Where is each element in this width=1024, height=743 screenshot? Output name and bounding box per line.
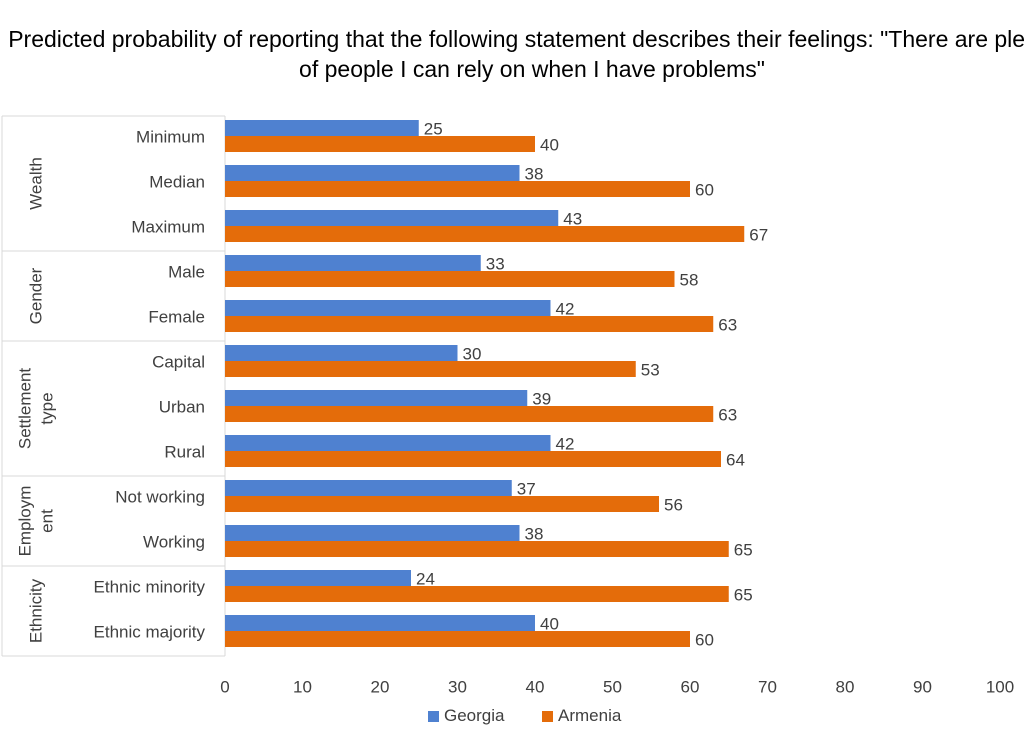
x-tick-label: 30 bbox=[448, 678, 467, 697]
data-label-georgia-capital: 30 bbox=[463, 345, 482, 364]
x-tick-label: 60 bbox=[681, 678, 700, 697]
data-label-armenia-male: 58 bbox=[680, 271, 699, 290]
data-label-armenia-ethnic-minority: 65 bbox=[734, 586, 753, 605]
category-label-urban: Urban bbox=[159, 398, 205, 417]
bar-armenia-median bbox=[225, 181, 690, 197]
x-tick-label: 10 bbox=[293, 678, 312, 697]
data-label-georgia-not-working: 37 bbox=[517, 480, 536, 499]
bar-georgia-rural bbox=[225, 435, 551, 451]
x-tick-label: 20 bbox=[371, 678, 390, 697]
bar-armenia-ethnic-minority bbox=[225, 586, 729, 602]
legend-label-armenia: Armenia bbox=[558, 706, 622, 725]
data-label-georgia-ethnic-minority: 24 bbox=[416, 570, 435, 589]
x-tick-label: 70 bbox=[758, 678, 777, 697]
legend: Georgia Armenia bbox=[0, 706, 1024, 730]
category-label-minimum: Minimum bbox=[136, 128, 205, 147]
bar-georgia-male bbox=[225, 255, 481, 271]
bar-armenia-rural bbox=[225, 451, 721, 467]
category-label-not-working: Not working bbox=[115, 488, 205, 507]
bar-armenia-minimum bbox=[225, 136, 535, 152]
legend-label-georgia: Georgia bbox=[444, 706, 505, 725]
data-label-armenia-median: 60 bbox=[695, 181, 714, 200]
x-tick-label: 50 bbox=[603, 678, 622, 697]
data-label-armenia-minimum: 40 bbox=[540, 136, 559, 155]
bar-georgia-capital bbox=[225, 345, 458, 361]
category-label-ethnic-majority: Ethnic majority bbox=[94, 623, 206, 642]
data-label-armenia-maximum: 67 bbox=[749, 226, 768, 245]
bar-armenia-male bbox=[225, 271, 675, 287]
data-label-georgia-maximum: 43 bbox=[563, 210, 582, 229]
bar-georgia-urban bbox=[225, 390, 528, 406]
category-label-rural: Rural bbox=[164, 443, 205, 462]
bar-georgia-median bbox=[225, 165, 520, 181]
bar-georgia-maximum bbox=[225, 210, 559, 226]
data-label-armenia-female: 63 bbox=[718, 316, 737, 335]
data-label-georgia-urban: 39 bbox=[532, 390, 551, 409]
category-label-ethnic-minority: Ethnic minority bbox=[94, 578, 206, 597]
legend-swatch-armenia bbox=[542, 710, 553, 722]
data-label-armenia-not-working: 56 bbox=[664, 496, 683, 515]
bar-armenia-working bbox=[225, 541, 729, 557]
bar-georgia-working bbox=[225, 525, 520, 541]
bar-georgia-not-working bbox=[225, 480, 512, 496]
data-label-georgia-median: 38 bbox=[525, 165, 544, 184]
x-tick-label: 0 bbox=[220, 678, 229, 697]
data-label-georgia-working: 38 bbox=[525, 525, 544, 544]
x-tick-label: 100 bbox=[986, 678, 1014, 697]
category-label-male: Male bbox=[168, 263, 205, 282]
bar-georgia-minimum bbox=[225, 120, 419, 136]
data-label-armenia-rural: 64 bbox=[726, 451, 745, 470]
category-label-maximum: Maximum bbox=[131, 218, 205, 237]
chart-title: Predicted probability of reporting that … bbox=[8, 26, 1024, 82]
bar-armenia-not-working bbox=[225, 496, 659, 512]
data-label-armenia-ethnic-majority: 60 bbox=[695, 631, 714, 650]
data-label-georgia-minimum: 25 bbox=[424, 120, 443, 139]
data-label-georgia-male: 33 bbox=[486, 255, 505, 274]
group-label-ethnicity: Ethnicity bbox=[27, 578, 46, 643]
legend-swatch-georgia bbox=[428, 710, 439, 722]
data-label-armenia-capital: 53 bbox=[641, 361, 660, 380]
bar-georgia-ethnic-minority bbox=[225, 570, 411, 586]
x-tick-label: 80 bbox=[836, 678, 855, 697]
x-tick-label: 40 bbox=[526, 678, 545, 697]
x-tick-label: 90 bbox=[913, 678, 932, 697]
legend-item-armenia: Armenia bbox=[542, 706, 621, 726]
group-label-gender: Gender bbox=[27, 267, 46, 324]
group-label-settlement-type: Settlement bbox=[16, 368, 35, 450]
data-label-georgia-ethnic-majority: 40 bbox=[540, 615, 559, 634]
bar-armenia-maximum bbox=[225, 226, 745, 242]
bar-armenia-urban bbox=[225, 406, 714, 422]
data-label-armenia-working: 65 bbox=[734, 541, 753, 560]
category-label-median: Median bbox=[149, 173, 205, 192]
group-label-employm-ent: ent bbox=[38, 509, 57, 533]
group-label-wealth: Wealth bbox=[27, 157, 46, 210]
category-label-capital: Capital bbox=[152, 353, 205, 372]
bar-armenia-ethnic-majority bbox=[225, 631, 690, 647]
category-label-working: Working bbox=[143, 533, 205, 552]
bar-georgia-female bbox=[225, 300, 551, 316]
bar-georgia-ethnic-majority bbox=[225, 615, 535, 631]
group-label-settlement-type: type bbox=[38, 392, 57, 424]
data-label-armenia-urban: 63 bbox=[718, 406, 737, 425]
group-label-employm-ent: Employm bbox=[16, 486, 35, 557]
bar-armenia-capital bbox=[225, 361, 636, 377]
category-label-female: Female bbox=[148, 308, 205, 327]
data-label-georgia-rural: 42 bbox=[556, 435, 575, 454]
data-label-georgia-female: 42 bbox=[556, 300, 575, 319]
bar-armenia-female bbox=[225, 316, 714, 332]
legend-item-georgia: Georgia bbox=[428, 706, 504, 726]
